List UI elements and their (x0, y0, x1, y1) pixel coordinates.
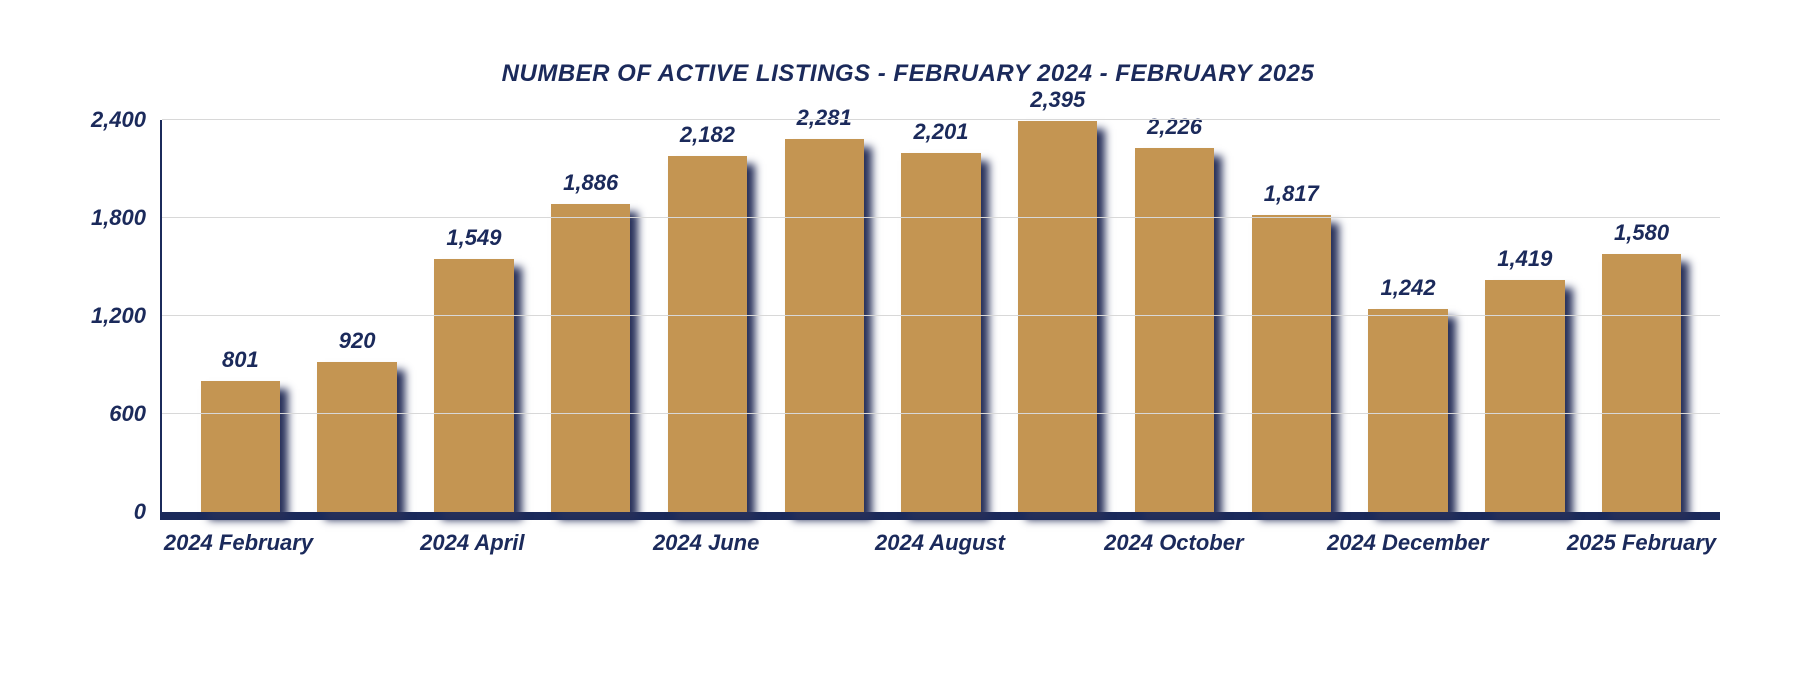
gridline (162, 119, 1720, 120)
bar-slot: 2,226 (1116, 120, 1233, 512)
bar-value-label: 1,549 (446, 225, 501, 251)
y-tick-label: 1,200 (91, 303, 146, 329)
bar-slot: 1,419 (1466, 120, 1583, 512)
bar-value-label: 1,419 (1497, 246, 1552, 272)
bar-slot: 1,817 (1233, 120, 1350, 512)
bar-value-label: 920 (339, 328, 376, 354)
x-tick-label: 2024 June (653, 530, 759, 556)
bar: 2,226 (1135, 148, 1214, 512)
bar-value-label: 1,886 (563, 170, 618, 196)
bar-value-label: 1,242 (1381, 275, 1436, 301)
bar-slot: 1,886 (532, 120, 649, 512)
bar-value-label: 801 (222, 347, 259, 373)
bar: 1,242 (1368, 309, 1447, 512)
chart-title: NUMBER OF ACTIVE LISTINGS - FEBRUARY 202… (0, 60, 1816, 88)
bar-slot: 1,242 (1350, 120, 1467, 512)
x-axis-baseline (160, 512, 1720, 520)
bar-slot: 1,549 (416, 120, 533, 512)
x-tick-label: 2024 August (875, 530, 1005, 556)
bar-slot: 2,182 (649, 120, 766, 512)
bar-slot: 2,395 (999, 120, 1116, 512)
bar: 2,395 (1018, 121, 1097, 512)
x-axis-labels: 2024 February 2024 April 2024 June 2024 Aug… (160, 530, 1720, 570)
bar: 1,817 (1252, 215, 1331, 512)
bar: 2,281 (785, 139, 864, 512)
y-tick-label: 0 (134, 499, 146, 525)
x-tick-label: 2024 December (1327, 530, 1488, 556)
x-tick-label: 2024 October (1104, 530, 1243, 556)
y-tick-label: 2,400 (91, 107, 146, 133)
bar: 2,182 (668, 156, 747, 512)
listings-bar-chart: NUMBER OF ACTIVE LISTINGS - FEBRUARY 202… (0, 0, 1816, 676)
gridline (162, 217, 1720, 218)
bar: 801 (201, 381, 280, 512)
bar: 1,886 (551, 204, 630, 512)
bars-container: 801 920 1,549 1,886 2,182 2,281 2,201 2,395 2,22… (162, 120, 1720, 512)
bar: 2,201 (901, 153, 980, 512)
gridline (162, 315, 1720, 316)
y-tick-label: 1,800 (91, 205, 146, 231)
bar-value-label: 2,182 (680, 122, 735, 148)
bar-slot: 2,281 (766, 120, 883, 512)
bar: 1,549 (434, 259, 513, 512)
bar-value-label: 1,817 (1264, 181, 1319, 207)
bar-slot: 920 (299, 120, 416, 512)
plot-area: 801 920 1,549 1,886 2,182 2,281 2,201 2,395 2,22… (160, 120, 1720, 520)
x-tick-label: 2024 February (164, 530, 313, 556)
bar-value-label: 2,201 (913, 119, 968, 145)
bar: 1,580 (1602, 254, 1681, 512)
x-tick-label: 2025 February (1567, 530, 1716, 556)
bar-slot: 1,580 (1583, 120, 1700, 512)
x-tick-label: 2024 April (420, 530, 524, 556)
bar: 920 (317, 362, 396, 512)
bar-value-label: 1,580 (1614, 220, 1669, 246)
y-tick-label: 600 (109, 401, 146, 427)
bar-slot: 2,201 (883, 120, 1000, 512)
gridline (162, 413, 1720, 414)
bar-slot: 801 (182, 120, 299, 512)
bar-value-label: 2,395 (1030, 87, 1085, 113)
